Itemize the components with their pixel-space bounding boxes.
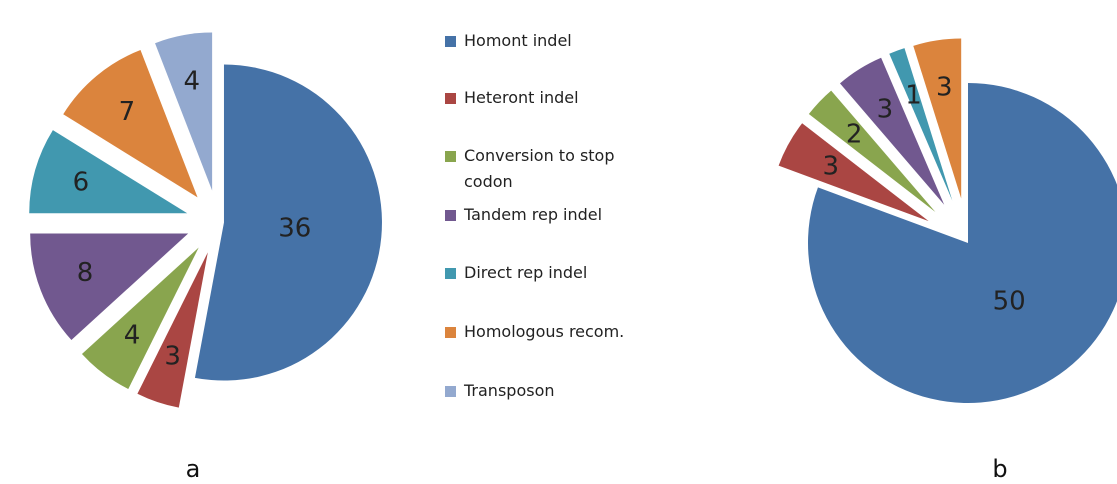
pie-slice xyxy=(194,64,382,381)
legend-swatch xyxy=(445,268,456,279)
data-label: 36 xyxy=(278,214,311,244)
data-label: 3 xyxy=(822,151,839,181)
legend-label: Conversion to stop codon xyxy=(464,146,615,191)
data-label: 3 xyxy=(877,94,894,124)
legend-swatch xyxy=(445,327,456,338)
pie-slice xyxy=(30,233,189,341)
pie-slice xyxy=(81,247,199,389)
legend-swatch xyxy=(445,386,456,397)
data-label: 4 xyxy=(184,66,201,96)
legend-label: Homologous recom. xyxy=(464,322,625,341)
data-label: 8 xyxy=(77,258,94,288)
legend-swatch xyxy=(445,210,456,221)
legend-item: Transposon xyxy=(445,378,645,404)
legend-label: Direct rep indel xyxy=(464,263,588,282)
data-label: 1 xyxy=(905,80,922,110)
legend-item: Conversion to stop codon xyxy=(445,143,625,195)
legend-swatch xyxy=(445,93,456,104)
legend-item: Heteront indel xyxy=(445,85,645,111)
pie-slice xyxy=(808,83,1117,403)
data-label: 50 xyxy=(993,287,1026,317)
legend-label: Transposon xyxy=(464,381,555,400)
pie-slice xyxy=(889,48,953,201)
legend-label: Tandem rep indel xyxy=(464,205,603,224)
legend-swatch xyxy=(445,151,456,162)
pie-slice xyxy=(155,32,213,191)
legend-item: Tandem rep indel xyxy=(445,202,645,228)
pie-slice xyxy=(839,57,945,205)
legend-item: Direct rep indel xyxy=(445,260,645,286)
data-label: 2 xyxy=(846,119,863,149)
pie-slice xyxy=(137,252,208,408)
chart-label: a xyxy=(186,455,201,483)
pie-slice xyxy=(29,130,188,214)
pie-slice xyxy=(913,38,962,199)
data-label: 4 xyxy=(124,320,141,350)
legend-label: Homont indel xyxy=(464,31,572,50)
chart-label: b xyxy=(992,455,1007,483)
legend-label: Heteront indel xyxy=(464,88,579,107)
data-label: 6 xyxy=(73,167,90,197)
pie-slice xyxy=(778,123,929,222)
data-label: 3 xyxy=(936,72,953,102)
legend-swatch xyxy=(445,36,456,47)
legend-item: Homont indel xyxy=(445,28,645,54)
pie-slice xyxy=(808,90,936,212)
data-label: 7 xyxy=(119,97,136,127)
data-label: 3 xyxy=(164,342,181,372)
pie-slice xyxy=(63,50,198,198)
legend-item: Homologous recom. xyxy=(445,319,645,345)
